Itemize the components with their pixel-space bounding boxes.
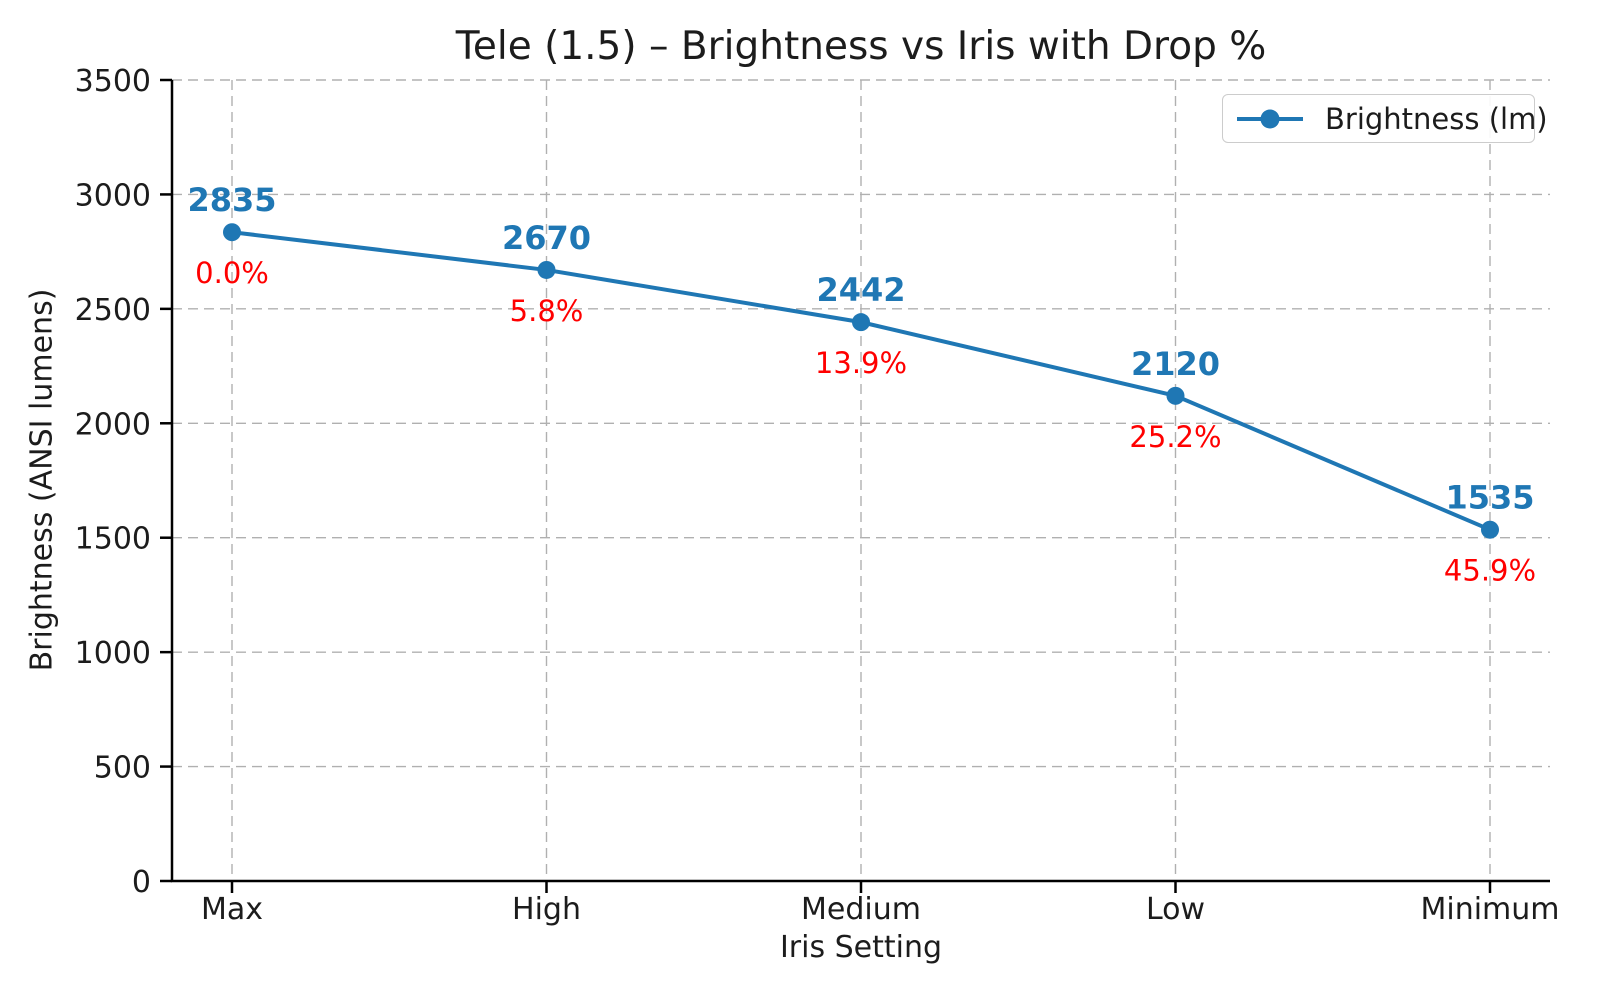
y-tick-label: 1000 bbox=[75, 636, 151, 671]
drop-percent-label: 25.2% bbox=[1129, 420, 1221, 454]
drop-percent-label: 0.0% bbox=[195, 256, 269, 290]
value-label: 2442 bbox=[816, 271, 905, 309]
data-point-marker bbox=[1166, 386, 1185, 405]
drop-percent-label: 5.8% bbox=[510, 294, 584, 328]
data-point-marker bbox=[223, 223, 241, 242]
y-axis-label: Brightness (ANSI lumens) bbox=[24, 288, 60, 672]
x-tick-label: High bbox=[512, 892, 581, 927]
y-tick-label: 2000 bbox=[75, 407, 151, 442]
drop-percent-label: 45.9% bbox=[1444, 554, 1536, 588]
y-tick-label: 1500 bbox=[75, 522, 151, 557]
x-tick-label: Low bbox=[1146, 892, 1205, 927]
y-tick-label: 2500 bbox=[75, 293, 151, 328]
legend-line-marker-icon bbox=[1237, 109, 1303, 128]
legend: Brightness (lm) bbox=[1222, 94, 1548, 143]
y-tick-label: 3500 bbox=[75, 64, 151, 99]
chart-title: Tele (1.5) – Brightness vs Iris with Dro… bbox=[455, 24, 1267, 69]
data-point-marker bbox=[1481, 520, 1499, 539]
y-tick-label: 500 bbox=[94, 751, 151, 786]
drop-percent-label: 13.9% bbox=[815, 346, 907, 380]
x-tick-label: Max bbox=[201, 892, 263, 927]
x-axis-label: Iris Setting bbox=[779, 930, 943, 965]
value-label: 1535 bbox=[1445, 479, 1534, 517]
legend-entry-label: Brightness (lm) bbox=[1325, 101, 1548, 136]
data-point-marker bbox=[852, 313, 870, 332]
x-tick-label: Minimum bbox=[1420, 892, 1559, 927]
value-label: 2670 bbox=[502, 219, 591, 257]
y-tick-label: 0 bbox=[132, 865, 151, 900]
value-label: 2120 bbox=[1131, 345, 1220, 383]
x-tick-label: Medium bbox=[801, 892, 921, 927]
data-point-marker bbox=[537, 260, 556, 279]
y-tick-label: 3000 bbox=[75, 178, 151, 213]
value-label: 2835 bbox=[187, 181, 276, 219]
